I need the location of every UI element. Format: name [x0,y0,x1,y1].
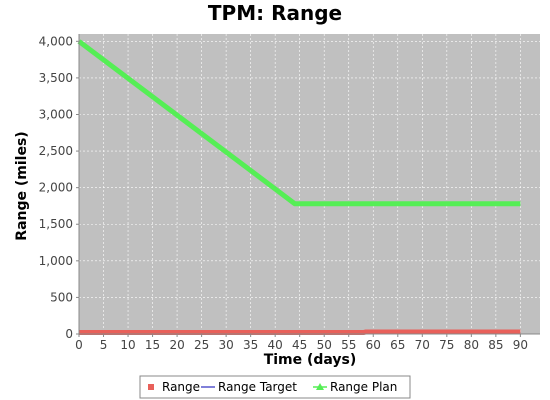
legend-label-range-plan: Range Plan [330,380,397,394]
y-tick-label: 4,000 [39,34,73,48]
x-tick-label: 25 [194,338,209,352]
y-tick-label: 1,000 [39,254,73,268]
plot-area [79,34,540,334]
y-tick-label: 2,000 [39,181,73,195]
x-tick-label: 35 [243,338,258,352]
x-tick-label: 60 [366,338,381,352]
x-tick-label: 75 [439,338,454,352]
x-tick-label: 70 [415,338,430,352]
x-tick-label: 90 [513,338,528,352]
grid-lines [78,34,540,335]
y-axis: 0 500 1,000 1,500 2,000 2,500 3,000 3,500 4,000 [39,34,80,341]
legend-label-range-target: Range Target [218,380,297,394]
legend-marker-range-plan [316,383,324,390]
x-tick-label: 10 [120,338,135,352]
x-tick-label: 20 [169,338,184,352]
legend: Range Range Target Range Plan [139,375,411,399]
chart-title: TPM: Range [208,1,342,25]
x-tick-label: 45 [292,338,307,352]
y-tick-label: 500 [50,290,73,304]
legend-swatch-range [148,384,154,390]
y-axis-label: Range (miles) [14,131,30,240]
y-tick-label: 3,000 [39,107,73,121]
x-tick-label: 15 [145,338,160,352]
y-tick-label: 2,500 [39,144,73,158]
x-axis-label: Time (days) [264,352,357,368]
y-tick-label: 3,500 [39,71,73,85]
x-tick-label: 55 [341,338,356,352]
y-tick-label: 1,500 [39,217,73,231]
x-axis: 0 5 10 15 20 25 30 35 40 45 50 55 60 65 70 75 80 85 90 [75,333,540,352]
legend-box [139,375,411,399]
series-layer [77,39,521,336]
x-tick-label: 5 [100,338,108,352]
x-tick-label: 0 [75,338,83,352]
x-tick-label: 30 [218,338,233,352]
x-tick-label: 65 [390,338,405,352]
series-line-range-plan [77,39,521,207]
x-tick-label: 50 [317,338,332,352]
x-tick-label: 85 [488,338,503,352]
x-tick-label: 40 [268,338,283,352]
y-tick-label: 0 [65,327,73,341]
series-line-range [79,329,521,336]
x-tick-label: 80 [464,338,479,352]
legend-label-range: Range [162,380,200,394]
